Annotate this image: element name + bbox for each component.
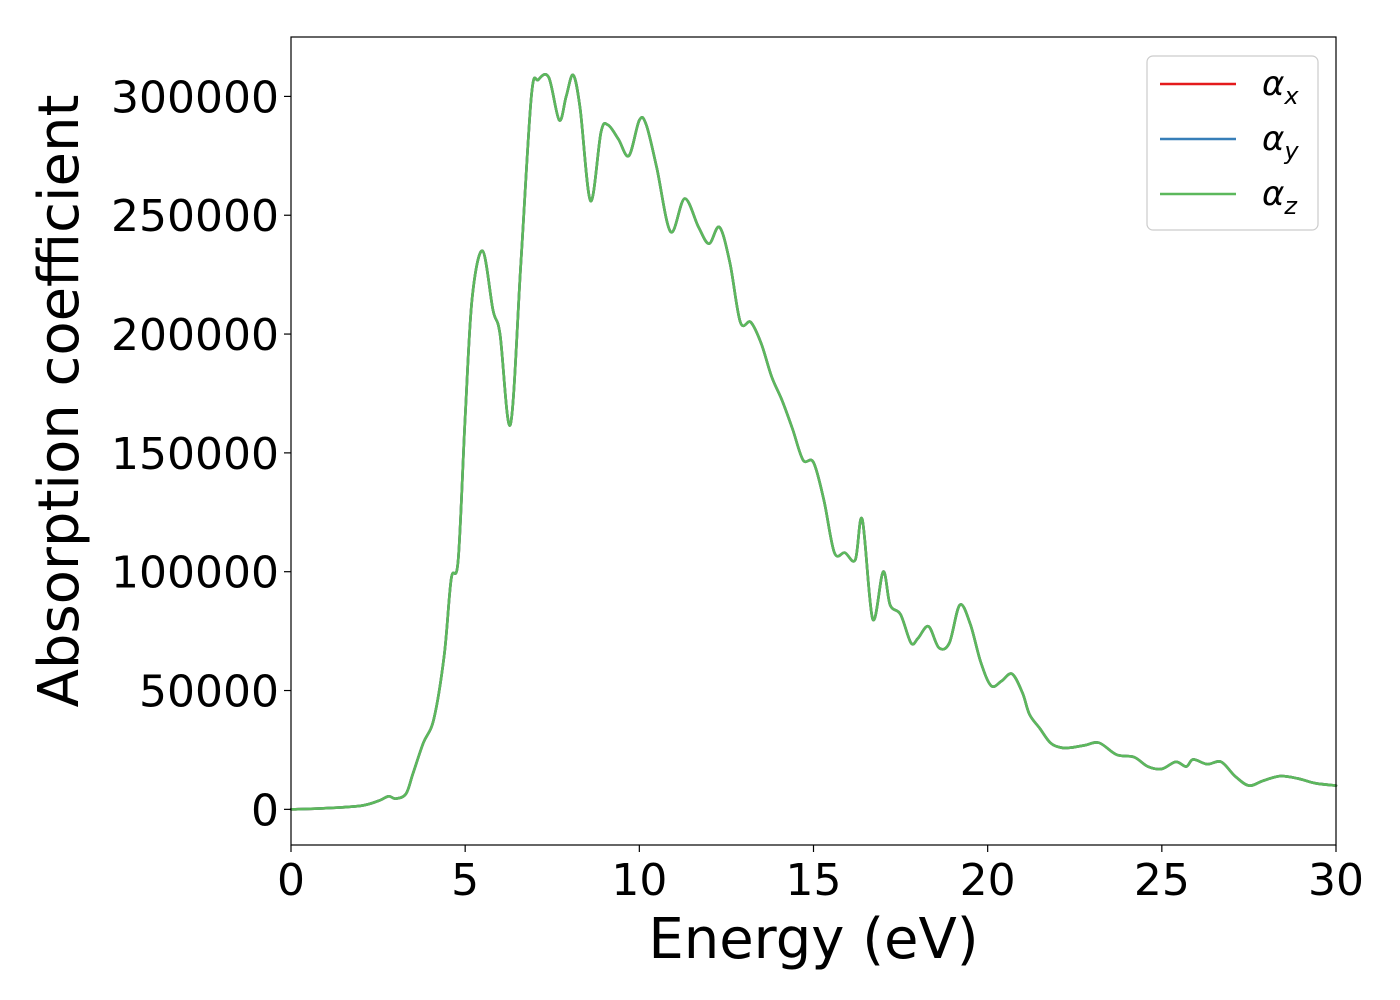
series-layer — [289, 73, 1338, 811]
y-axis-label: Absorption coefficient — [27, 95, 92, 708]
x-tick-label: 15 — [786, 855, 842, 906]
x-axis-label: Energy (eV) — [648, 907, 978, 972]
x-tick-label: 5 — [451, 855, 479, 906]
x-axis-ticks: 0 5 10 15 20 25 30 — [277, 845, 1364, 906]
y-tick-label: 200000 — [111, 310, 279, 361]
x-tick-label: 30 — [1308, 855, 1364, 906]
y-tick-label: 50000 — [139, 667, 279, 718]
x-tick-label: 10 — [611, 855, 667, 906]
y-axis-ticks: 0 50000 100000 150000 200000 250000 300000 — [111, 72, 291, 836]
y-tick-label: 150000 — [111, 429, 279, 480]
x-tick-label: 20 — [960, 855, 1016, 906]
y-tick-label: 250000 — [111, 191, 279, 242]
legend-box — [1146, 55, 1319, 231]
y-tick-label: 100000 — [111, 548, 279, 599]
y-tick-label: 300000 — [111, 72, 279, 123]
series-line-z — [289, 73, 1338, 811]
x-tick-label: 0 — [277, 855, 305, 906]
x-tick-label: 25 — [1134, 855, 1190, 906]
y-tick-label: 0 — [251, 785, 279, 836]
